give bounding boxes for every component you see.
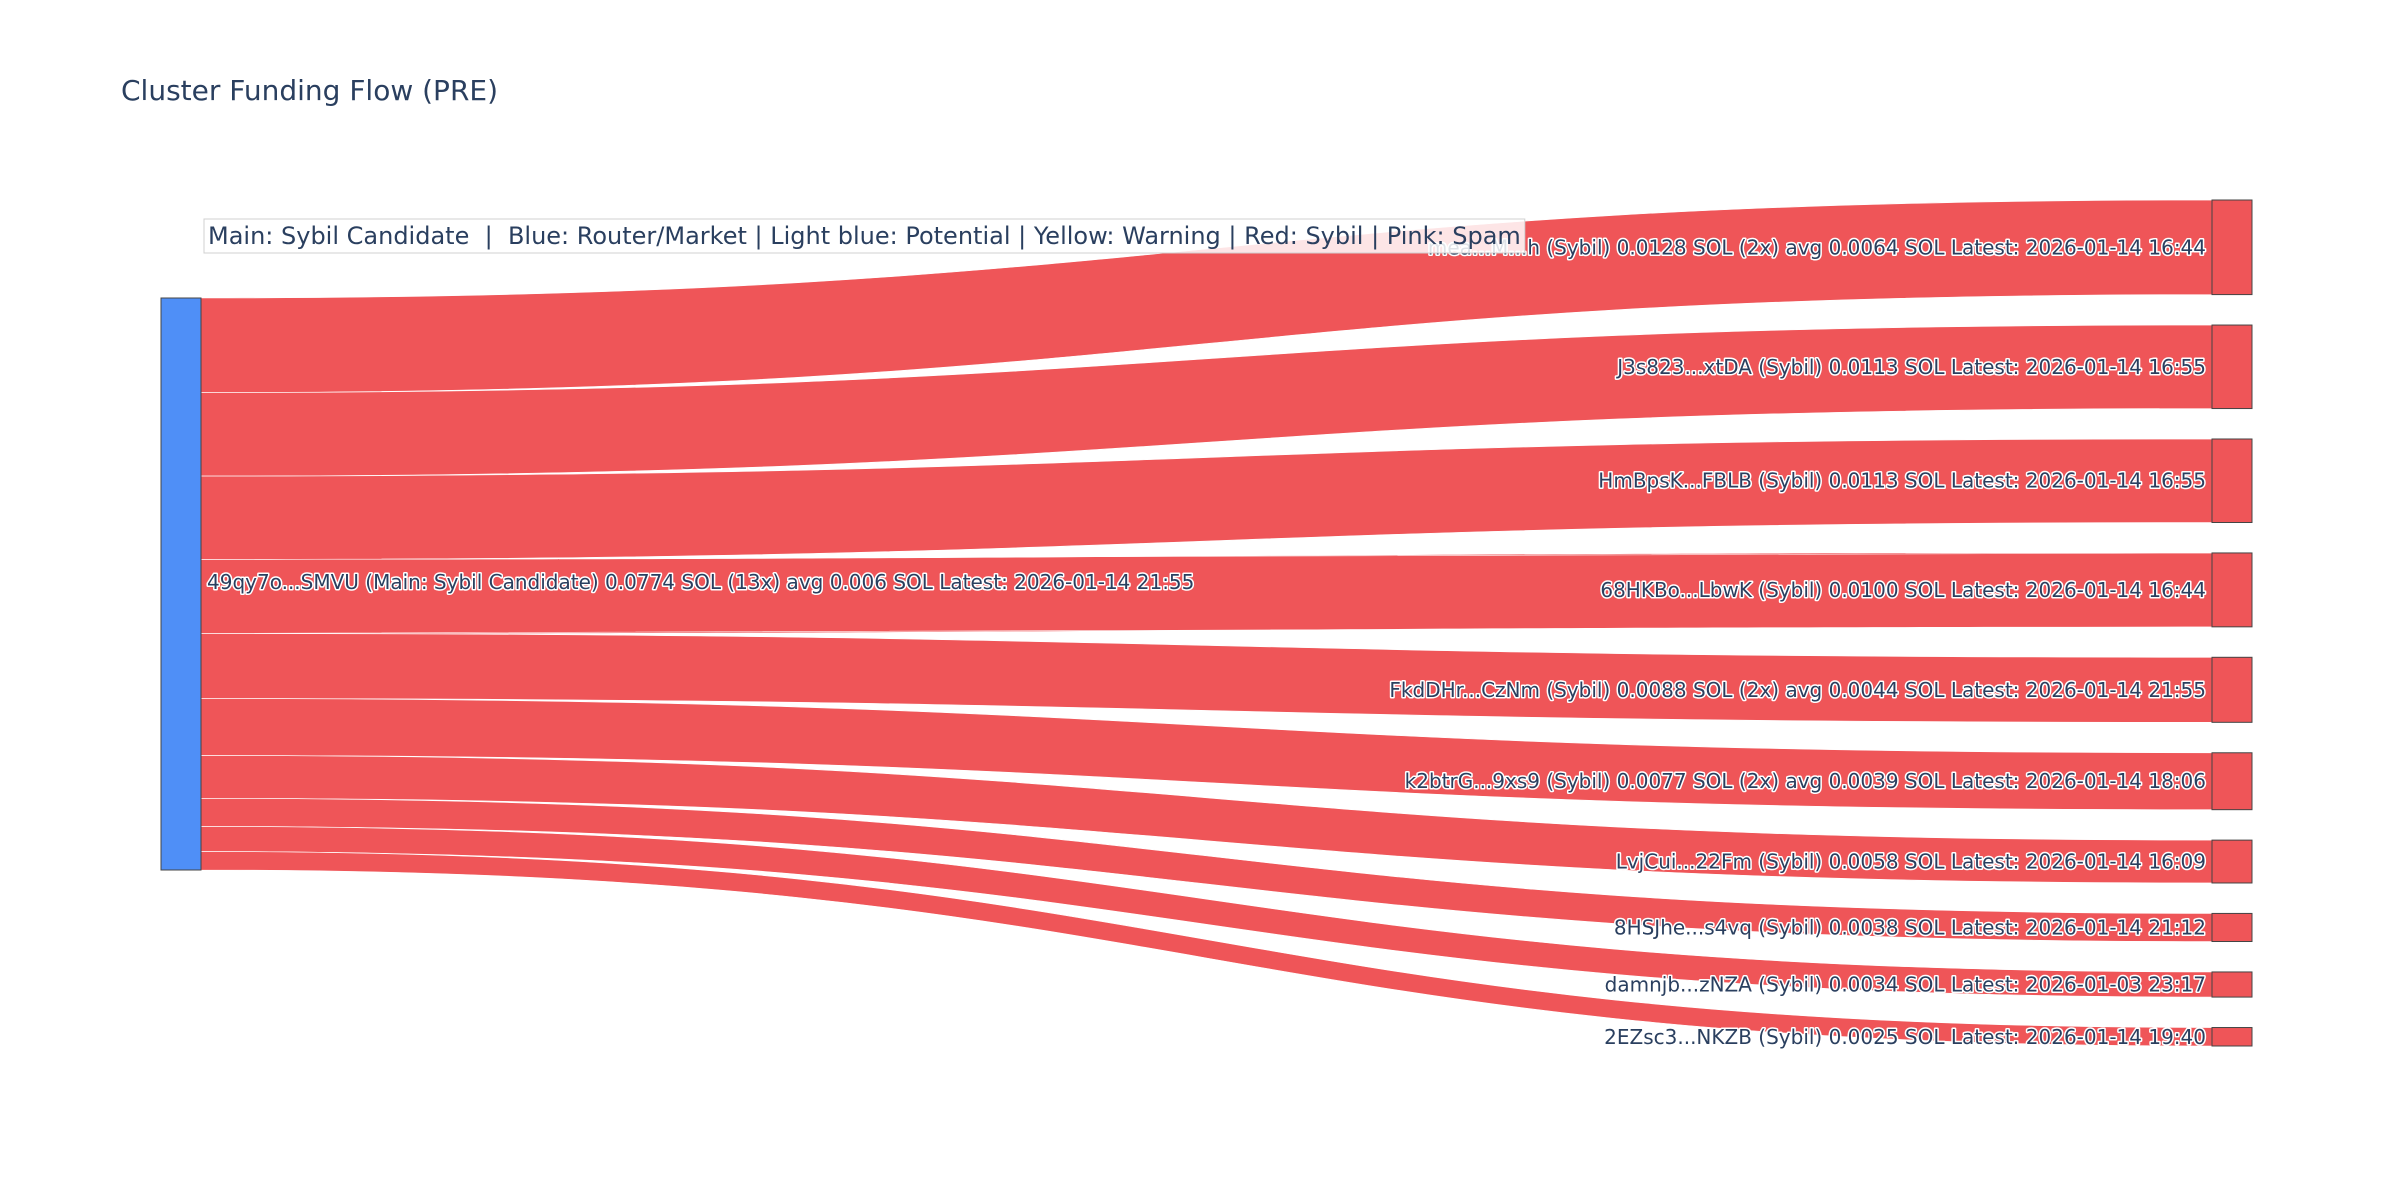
legend-annotation: Main: Sybil Candidate | Blue: Router/Mar… [203, 218, 1526, 254]
legend-text: Main: Sybil Candidate | Blue: Router/Mar… [208, 222, 1521, 250]
target-node-2[interactable] [2211, 324, 2253, 410]
sankey-nodes [160, 199, 2253, 1047]
target-label-1: mea...M...h (Sybil) 0.0128 SOL (2x) avg … [1428, 235, 2206, 259]
target-label-7: LvjCui...22Fm (Sybil) 0.0058 SOL Latest:… [1616, 850, 2206, 874]
target-node-4[interactable] [2211, 552, 2253, 628]
target-label-6: k2btrG...9xs9 (Sybil) 0.0077 SOL (2x) av… [1405, 769, 2206, 793]
target-label-5: FkdDHr...CzNm (Sybil) 0.0088 SOL (2x) av… [1389, 678, 2206, 702]
source-node[interactable] [160, 297, 202, 871]
target-label-8: 8HSJhe...s4vq (Sybil) 0.0038 SOL Latest:… [1614, 915, 2206, 939]
sankey-links [200, 199, 2213, 1047]
target-label-9: damnjb...zNZA (Sybil) 0.0034 SOL Latest:… [1605, 973, 2206, 997]
target-label-10: 2EZsc3...NKZB (Sybil) 0.0025 SOL Latest:… [1604, 1025, 2206, 1049]
target-node-8[interactable] [2211, 912, 2253, 943]
target-node-7[interactable] [2211, 839, 2253, 884]
source-label: 49qy7o...SMVU (Main: Sybil Candidate) 0.… [207, 570, 1194, 594]
target-node-6[interactable] [2211, 752, 2253, 811]
target-node-10[interactable] [2211, 1027, 2253, 1047]
chart-title: Cluster Funding Flow (PRE) [121, 74, 498, 107]
target-label-2: J3s823...xtDA (Sybil) 0.0113 SOL Latest:… [1615, 355, 2206, 379]
sankey-labels: mea...M...h (Sybil) 0.0128 SOL (2x) avg … [206, 234, 2208, 1050]
target-node-1[interactable] [2211, 199, 2253, 296]
target-label-4: 68HKBo...LbwK (Sybil) 0.0100 SOL Latest:… [1600, 578, 2206, 602]
target-label-3: HmBpsK...FBLB (Sybil) 0.0113 SOL Latest:… [1598, 469, 2206, 493]
target-node-3[interactable] [2211, 438, 2253, 524]
target-node-9[interactable] [2211, 971, 2253, 998]
legend-box [203, 218, 1526, 254]
target-node-5[interactable] [2211, 656, 2253, 723]
